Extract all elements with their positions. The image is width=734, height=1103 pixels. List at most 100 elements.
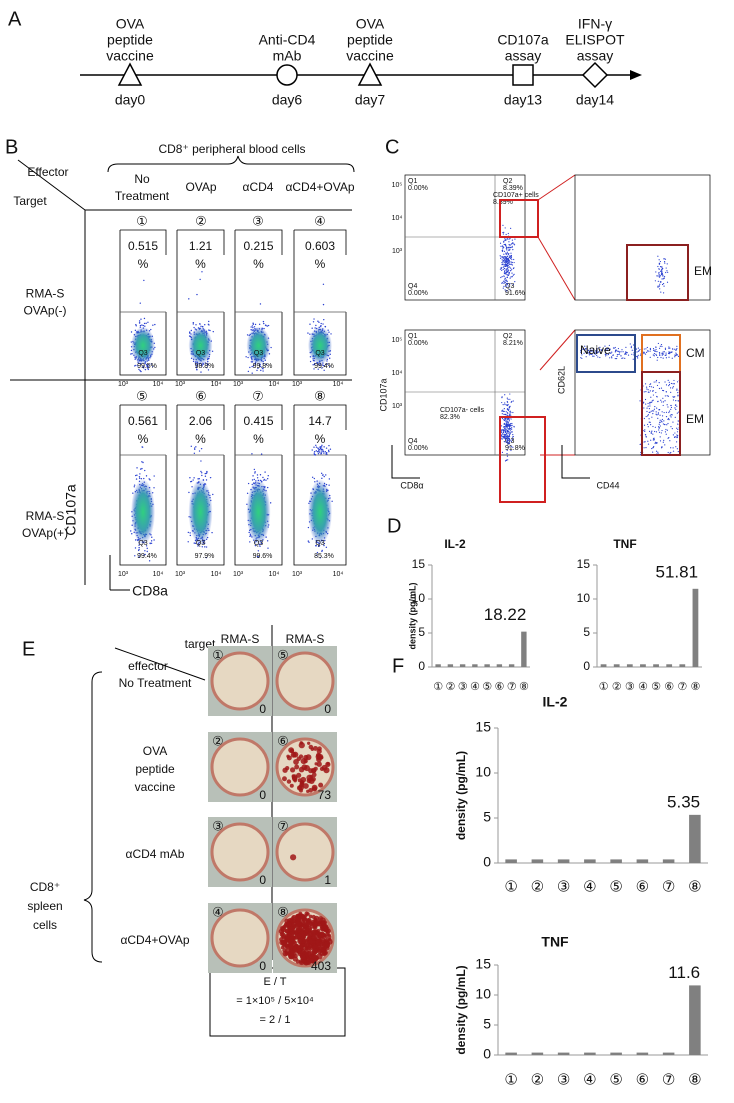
cell-dot bbox=[313, 452, 315, 454]
spot bbox=[321, 920, 327, 926]
cell-dot bbox=[510, 411, 512, 413]
cell-dot bbox=[670, 408, 672, 410]
cell-dot bbox=[670, 416, 672, 418]
cell-dot bbox=[655, 450, 658, 452]
cell-dot bbox=[146, 547, 148, 550]
spot bbox=[300, 913, 305, 919]
cell-dot bbox=[661, 411, 663, 413]
x-tick-label: ① bbox=[504, 878, 517, 896]
cell-dot bbox=[656, 351, 658, 353]
cell-dot bbox=[505, 434, 507, 436]
cell-dot bbox=[664, 381, 666, 383]
cell-dot bbox=[502, 430, 504, 432]
cell-dot bbox=[503, 282, 505, 284]
cell-dot bbox=[670, 382, 673, 385]
quad-label: Q1 bbox=[408, 333, 417, 340]
cell-dot bbox=[195, 446, 197, 448]
cell-dot bbox=[506, 252, 508, 255]
tick-label: 10³ bbox=[392, 248, 403, 255]
ratio-line: E / T bbox=[263, 976, 286, 988]
cell-dot bbox=[501, 433, 504, 435]
cell-dot bbox=[661, 345, 663, 348]
spot bbox=[296, 756, 302, 762]
gate-name: Q3 bbox=[196, 540, 205, 547]
chart-title: IL-2 bbox=[444, 537, 466, 551]
tick-label: 10⁴ bbox=[153, 571, 164, 578]
cell-dot bbox=[507, 398, 509, 401]
cell-dot bbox=[664, 395, 666, 397]
cell-dot bbox=[647, 414, 650, 416]
cell-dot bbox=[643, 424, 646, 426]
cell-dot bbox=[505, 245, 507, 247]
cell-dot bbox=[504, 434, 506, 437]
cell-dot bbox=[505, 264, 508, 266]
cell-dot bbox=[511, 272, 513, 274]
cell-dot bbox=[317, 368, 319, 370]
cell-dot bbox=[666, 281, 669, 283]
cell-dot bbox=[508, 249, 511, 251]
cell-dot bbox=[197, 545, 199, 547]
spot-count: 0 bbox=[259, 873, 266, 887]
cell-dot bbox=[503, 413, 505, 415]
cell-dot bbox=[501, 401, 503, 404]
cell-dot bbox=[660, 356, 662, 359]
column-header: αCD4 bbox=[243, 180, 274, 194]
cell-dot bbox=[142, 324, 144, 327]
cell-dot bbox=[141, 461, 143, 463]
cell-dot bbox=[644, 353, 647, 355]
cell-dot bbox=[508, 441, 510, 443]
spot bbox=[286, 754, 290, 759]
cell-dot bbox=[511, 261, 513, 264]
cell-dot bbox=[205, 556, 207, 559]
cell-dot bbox=[139, 473, 141, 475]
cell-dot bbox=[500, 425, 503, 427]
cell-dot bbox=[674, 432, 676, 434]
cell-dot bbox=[201, 365, 203, 367]
cell-dot bbox=[508, 241, 510, 243]
cell-dot bbox=[665, 354, 667, 356]
cell-dot bbox=[512, 267, 515, 270]
cell-dot bbox=[260, 369, 262, 372]
y-tick-label: 15 bbox=[475, 719, 491, 735]
cell-dot bbox=[315, 324, 317, 327]
spot bbox=[325, 932, 329, 936]
cell-dot bbox=[250, 361, 253, 363]
cell-dot bbox=[614, 357, 616, 360]
cell-dot bbox=[672, 386, 675, 388]
cell-dot bbox=[659, 421, 661, 424]
cell-dot bbox=[644, 398, 647, 401]
cell-dot bbox=[651, 401, 653, 403]
y-tick-label: 0 bbox=[418, 659, 425, 673]
quad-pct: 91.8% bbox=[505, 445, 525, 452]
cell-dot bbox=[205, 546, 208, 548]
x-tick-label: ④ bbox=[583, 1071, 596, 1089]
pct-unit: % bbox=[315, 257, 326, 271]
cell-dot bbox=[661, 418, 663, 421]
cell-dot bbox=[665, 357, 667, 359]
cell-dot bbox=[320, 472, 323, 475]
cell-dot bbox=[656, 396, 658, 398]
cell-dot bbox=[502, 280, 505, 282]
y-axis-label: CD107a bbox=[378, 378, 388, 411]
cell-dot bbox=[507, 421, 509, 423]
cell-dot bbox=[134, 539, 137, 541]
positive-pct: 0.603 bbox=[305, 239, 335, 253]
cell-dot bbox=[653, 355, 655, 357]
cell-dot bbox=[509, 413, 511, 416]
cell-dot bbox=[660, 344, 663, 346]
cell-dot bbox=[649, 401, 651, 404]
cell-dot bbox=[508, 259, 510, 261]
cell-dot bbox=[656, 384, 659, 387]
spot bbox=[313, 745, 318, 751]
cell-dot bbox=[651, 447, 653, 450]
x-tick-label: ⑦ bbox=[677, 680, 687, 693]
spot bbox=[308, 777, 315, 784]
cell-dot bbox=[511, 428, 513, 430]
bar bbox=[505, 1052, 517, 1055]
cell-dot bbox=[649, 356, 651, 358]
cell-dot bbox=[256, 474, 259, 476]
x-tick-label: ① bbox=[433, 680, 443, 693]
cell-dot bbox=[656, 441, 658, 444]
cell-dot bbox=[673, 383, 675, 385]
cell-dot bbox=[616, 354, 619, 356]
